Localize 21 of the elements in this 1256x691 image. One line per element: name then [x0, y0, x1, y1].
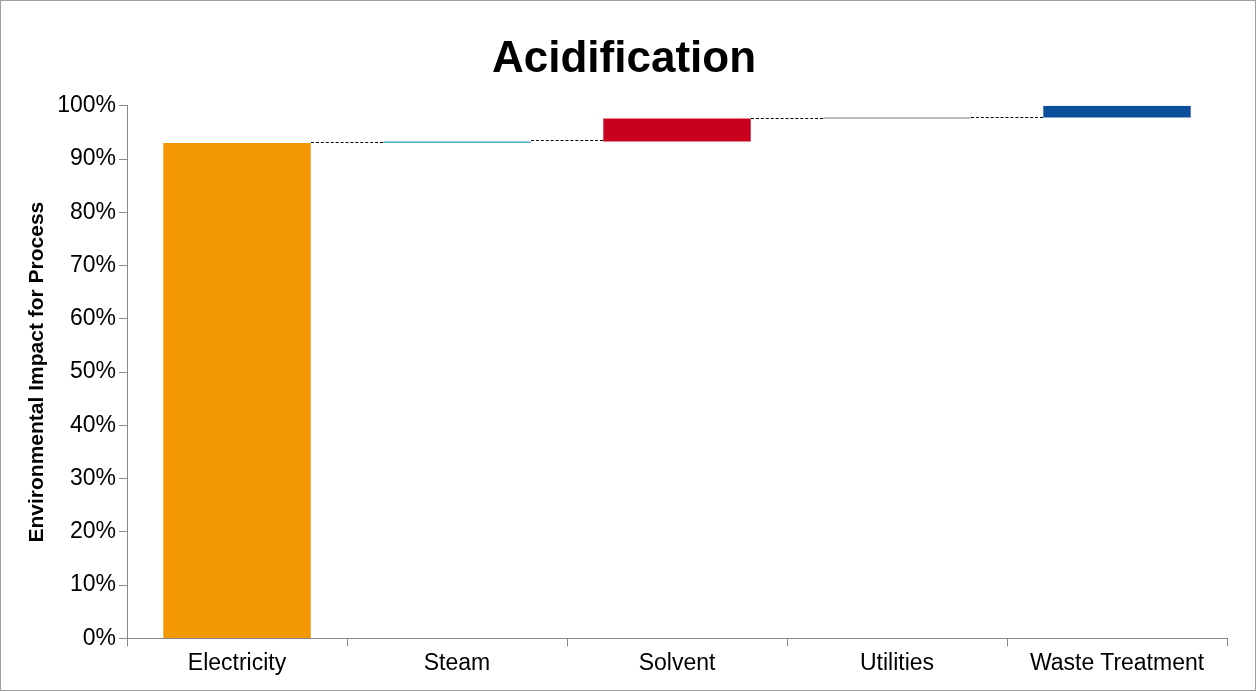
- y-tick-label: 20%: [69, 517, 117, 544]
- bar: [1043, 105, 1191, 118]
- y-tick-label: 0%: [82, 623, 117, 650]
- y-tick-label: 40%: [69, 410, 117, 437]
- y-tick-label: 80%: [69, 197, 117, 224]
- y-tick-label: 30%: [69, 463, 117, 490]
- x-tick-label: Utilities: [859, 648, 935, 675]
- x-tick-label: Solvent: [638, 648, 716, 675]
- y-tick-label: 70%: [69, 250, 117, 277]
- x-tick-label: Waste Treatment: [1029, 648, 1205, 675]
- bar: [603, 118, 751, 142]
- y-tick-label: 50%: [69, 357, 117, 384]
- y-tick-label: 60%: [69, 304, 117, 331]
- x-tick-label: Electricity: [187, 648, 287, 675]
- y-tick-label: 10%: [69, 570, 117, 597]
- y-tick-label: 100%: [57, 91, 117, 118]
- bar: [163, 143, 311, 638]
- x-tick-label: Steam: [423, 648, 491, 675]
- y-tick-label: 90%: [69, 144, 117, 171]
- chart-title: Acidification: [491, 31, 757, 81]
- y-axis-title: Environmental Impact for Process: [24, 201, 48, 543]
